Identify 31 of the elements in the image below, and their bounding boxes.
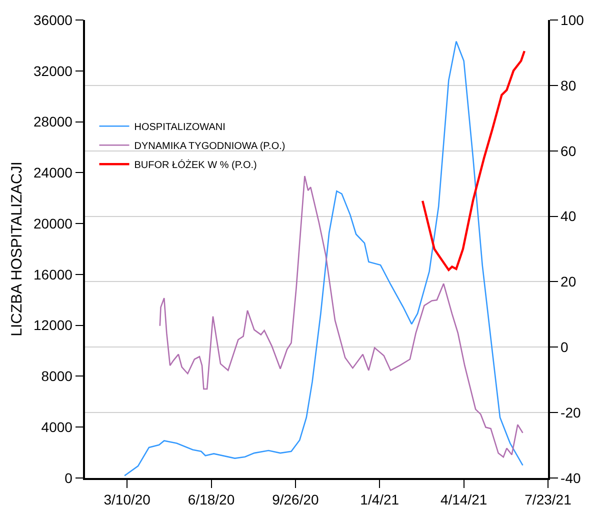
x-tick-label: 7/23/21 bbox=[524, 492, 572, 508]
y-axis-title: LICZBA HOSPITALIZACJI bbox=[8, 162, 26, 336]
y2-tick-label: 80 bbox=[560, 77, 576, 94]
legend-label: DYNAMIKA TYGODNIOWA (P.O.) bbox=[134, 141, 286, 152]
y2-tick-label: 20 bbox=[560, 274, 576, 290]
y-tick-label: 16000 bbox=[34, 266, 73, 282]
x-tick-label: 1/4/21 bbox=[360, 492, 400, 508]
legend-label: BUFOR ŁÓŻEK W % (P.O.) bbox=[134, 159, 257, 171]
legend-label: HOSPITALIZOWANI bbox=[134, 122, 226, 133]
y-tick-label: 0 bbox=[64, 470, 73, 486]
y-tick-label: 20000 bbox=[34, 215, 73, 232]
y2-tick-label: 40 bbox=[560, 208, 576, 224]
y-tick-label: 12000 bbox=[34, 317, 73, 334]
y2-tick-label: 0 bbox=[560, 339, 569, 356]
line-series bbox=[124, 40, 524, 476]
x-tick-label: 4/14/21 bbox=[440, 492, 488, 508]
y-tick-label: 32000 bbox=[34, 62, 73, 79]
y2-tick-label: -20 bbox=[560, 404, 581, 420]
y-tick-label: 28000 bbox=[34, 114, 73, 130]
y2-tick-label: -40 bbox=[560, 470, 581, 486]
y-tick-label: 36000 bbox=[34, 12, 73, 28]
y-tick-label: 8000 bbox=[41, 368, 73, 384]
x-tick-label: 9/26/20 bbox=[272, 492, 320, 508]
y2-tick-label: 60 bbox=[560, 142, 576, 159]
x-tick-label: 6/18/20 bbox=[188, 492, 235, 508]
line-series bbox=[421, 50, 526, 272]
y-tick-label: 4000 bbox=[41, 419, 73, 436]
y-tick-label: 24000 bbox=[34, 164, 73, 181]
line-series bbox=[159, 175, 524, 458]
y2-tick-label: 100 bbox=[560, 12, 584, 28]
x-tick-label: 3/10/20 bbox=[104, 492, 151, 508]
